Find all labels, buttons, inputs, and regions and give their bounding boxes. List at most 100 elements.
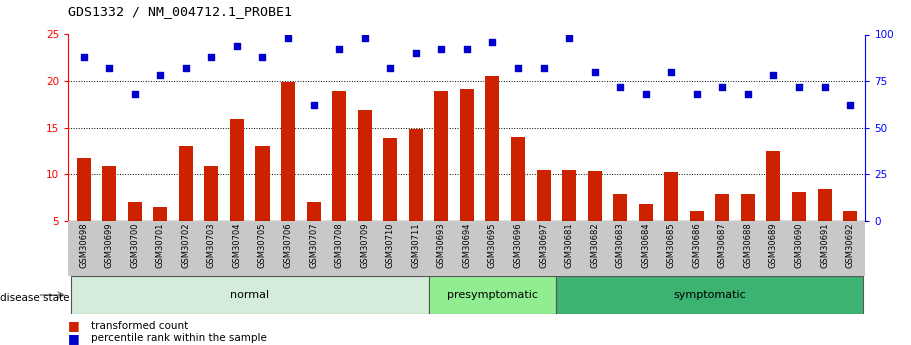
Text: GSM30706: GSM30706	[283, 223, 292, 268]
Bar	[588, 171, 601, 221]
Text: GSM30700: GSM30700	[130, 223, 139, 268]
Bar	[435, 91, 448, 221]
Point	[715, 84, 730, 89]
Text: GSM30711: GSM30711	[411, 223, 420, 268]
Text: GSM30682: GSM30682	[590, 223, 599, 268]
Text: GSM30690: GSM30690	[794, 223, 804, 268]
Text: disease state: disease state	[0, 294, 69, 303]
Bar	[428, 276, 557, 314]
Bar	[102, 166, 117, 221]
Bar	[71, 276, 428, 314]
Point	[383, 65, 397, 71]
Bar	[843, 211, 857, 221]
Bar	[77, 158, 91, 221]
Text: percentile rank within the sample: percentile rank within the sample	[91, 333, 267, 343]
Point	[179, 65, 193, 71]
Point	[255, 54, 270, 60]
Point	[562, 36, 577, 41]
Bar	[537, 169, 550, 221]
Point	[486, 39, 500, 45]
Text: GSM30691: GSM30691	[820, 223, 829, 268]
Text: ■: ■	[68, 332, 80, 345]
Bar	[281, 82, 295, 221]
Bar	[255, 146, 270, 221]
Text: ■: ■	[68, 319, 80, 333]
Text: GSM30696: GSM30696	[514, 223, 523, 268]
Bar	[333, 91, 346, 221]
Bar	[613, 194, 627, 221]
Bar	[409, 129, 423, 221]
Point	[306, 102, 321, 108]
Point	[77, 54, 91, 60]
Bar	[384, 138, 397, 221]
Point	[741, 91, 755, 97]
Point	[128, 91, 142, 97]
Text: normal: normal	[230, 290, 270, 300]
Text: GDS1332 / NM_004712.1_PROBE1: GDS1332 / NM_004712.1_PROBE1	[68, 5, 292, 18]
Point	[459, 47, 474, 52]
Text: GSM30681: GSM30681	[565, 223, 574, 268]
Text: GSM30704: GSM30704	[232, 223, 241, 268]
Text: GSM30701: GSM30701	[156, 223, 165, 268]
Text: GSM30703: GSM30703	[207, 223, 216, 268]
Text: GSM30708: GSM30708	[334, 223, 343, 268]
Text: GSM30705: GSM30705	[258, 223, 267, 268]
Bar	[792, 192, 806, 221]
Point	[588, 69, 602, 75]
Text: GSM30698: GSM30698	[79, 223, 88, 268]
Text: GSM30686: GSM30686	[692, 223, 701, 268]
Point	[613, 84, 628, 89]
Point	[792, 84, 806, 89]
Text: GSM30697: GSM30697	[539, 223, 548, 268]
Bar	[179, 146, 193, 221]
Bar	[766, 151, 781, 221]
Point	[639, 91, 653, 97]
Text: GSM30702: GSM30702	[181, 223, 190, 268]
Text: GSM30684: GSM30684	[641, 223, 650, 268]
Point	[204, 54, 219, 60]
Text: GSM30692: GSM30692	[845, 223, 855, 268]
Bar	[486, 77, 499, 221]
Text: GSM30709: GSM30709	[360, 223, 369, 268]
Point	[332, 47, 346, 52]
Text: GSM30710: GSM30710	[385, 223, 394, 268]
Point	[766, 73, 781, 78]
Text: transformed count: transformed count	[91, 321, 189, 331]
Bar	[460, 89, 474, 221]
Text: GSM30688: GSM30688	[743, 223, 752, 268]
Bar	[230, 119, 244, 221]
Point	[357, 36, 372, 41]
Point	[408, 50, 423, 56]
Text: GSM30707: GSM30707	[309, 223, 318, 268]
Text: GSM30683: GSM30683	[616, 223, 625, 268]
Point	[817, 84, 832, 89]
Bar	[664, 172, 679, 221]
Point	[281, 36, 295, 41]
Bar	[128, 202, 142, 221]
Point	[153, 73, 168, 78]
Bar	[741, 194, 755, 221]
Bar	[639, 204, 653, 221]
Text: GSM30699: GSM30699	[105, 223, 114, 268]
Point	[843, 102, 857, 108]
Text: symptomatic: symptomatic	[673, 290, 746, 300]
Bar	[557, 276, 863, 314]
Point	[537, 65, 551, 71]
Bar	[153, 207, 168, 221]
Text: GSM30685: GSM30685	[667, 223, 676, 268]
Bar	[817, 189, 832, 221]
Text: GSM30694: GSM30694	[463, 223, 471, 268]
Bar	[307, 202, 321, 221]
Bar	[511, 137, 525, 221]
Bar	[690, 210, 704, 221]
Point	[230, 43, 244, 48]
Point	[102, 65, 117, 71]
Point	[434, 47, 448, 52]
Bar	[204, 166, 219, 221]
Point	[690, 91, 704, 97]
Text: GSM30695: GSM30695	[488, 223, 496, 268]
Bar	[562, 169, 576, 221]
Bar	[715, 194, 730, 221]
Text: GSM30693: GSM30693	[437, 223, 445, 268]
Point	[664, 69, 679, 75]
